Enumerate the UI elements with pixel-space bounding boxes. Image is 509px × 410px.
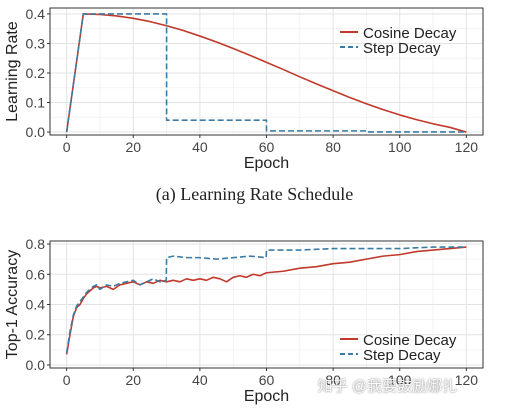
series-line-cosine-decay (65, 246, 467, 355)
x-tick-label: 40 (192, 139, 208, 155)
legend-label: Step Decay (363, 347, 441, 364)
series-line-step-decay (65, 13, 467, 133)
x-tick-label: 120 (455, 139, 479, 155)
watermark-text: 知乎 @我要鼓励娜扎 (317, 378, 457, 395)
y-tick-label: 0.2 (26, 327, 46, 343)
y-tick-label: 0.0 (26, 357, 46, 373)
y-tick-label: 0.3 (26, 35, 46, 51)
y-tick-label: 0.1 (26, 95, 46, 111)
x-tick-label: 40 (192, 372, 208, 388)
y-tick-label: 0.8 (26, 236, 46, 252)
legend-label: Cosine Decay (363, 25, 457, 42)
x-tick-label: 100 (388, 139, 412, 155)
y-axis-label: Top-1 Accuracy (4, 250, 21, 359)
y-tick-label: 0.4 (26, 297, 46, 313)
x-axis-label: Epoch (244, 388, 289, 405)
x-tick-label: 80 (325, 372, 341, 388)
x-tick-label: 120 (455, 372, 479, 388)
y-tick-label: 0.0 (26, 124, 46, 140)
x-tick-label: 100 (388, 372, 412, 388)
chart-caption: (a) Learning Rate Schedule (155, 184, 354, 204)
y-tick-label: 0.2 (26, 65, 46, 81)
legend-label: Cosine Decay (363, 332, 457, 349)
x-axis-label: Epoch (244, 155, 289, 172)
series-line-cosine-decay (65, 13, 467, 133)
top1-accuracy-chart: 0 20 40 60 80 100 120 0.0 0.2 0.4 0.6 0.8 Epoch Top-1… (4, 236, 484, 405)
series-line-step-decay (65, 246, 467, 354)
x-tick-label: 20 (125, 139, 141, 155)
x-tick-label: 80 (325, 139, 341, 155)
x-tick-label: 60 (259, 372, 275, 388)
y-axis-label: Learning Rate (4, 21, 21, 122)
legend-label: Step Decay (363, 40, 441, 57)
y-tick-label: 0.6 (26, 266, 46, 282)
x-tick-label: 0 (63, 139, 71, 155)
learning-rate-chart: 0 20 40 60 80 100 120 0.0 0.1 0.2 0.3 0.4 Epoch Learn… (4, 6, 484, 172)
x-tick-label: 60 (259, 139, 275, 155)
x-tick-label: 20 (125, 372, 141, 388)
y-tick-label: 0.4 (26, 6, 46, 22)
x-tick-label: 0 (63, 372, 71, 388)
